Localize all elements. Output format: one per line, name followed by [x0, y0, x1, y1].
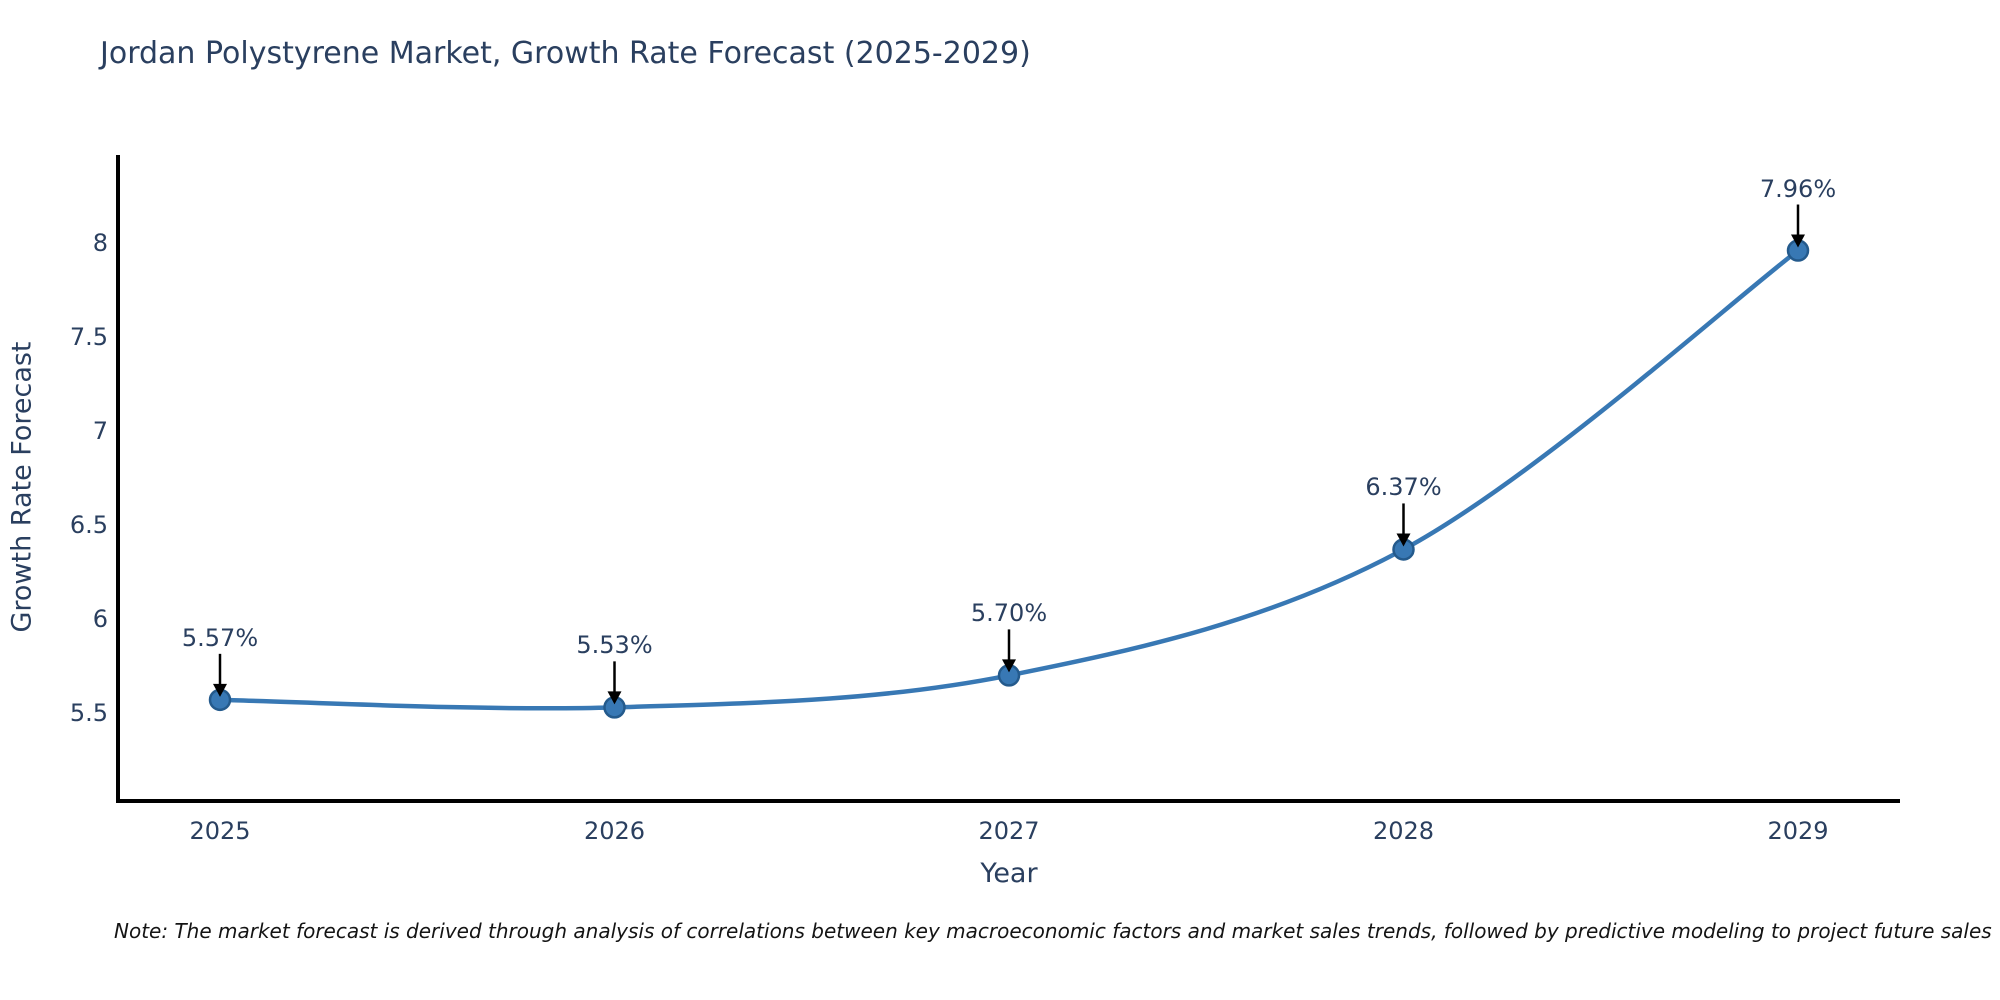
y-tick-label: 6 [92, 605, 108, 633]
x-axis-title: Year [980, 858, 1038, 889]
x-tick-label: 2029 [1767, 817, 1829, 845]
point-annotation-label: 5.57% [181, 623, 259, 652]
y-tick-label: 8 [92, 229, 108, 257]
annotation-arrowhead [1791, 234, 1805, 248]
footnote: Note: The market forecast is derived thr… [114, 919, 1992, 943]
point-annotation-label: 5.53% [576, 631, 653, 660]
y-tick-label: 7.5 [69, 323, 108, 351]
y-tick-label: 7 [92, 417, 108, 445]
annotation-arrowhead [1396, 533, 1411, 547]
annotation-arrowhead [213, 683, 227, 697]
point-annotation-label: 7.96% [1759, 174, 1837, 203]
y-tick-label: 6.5 [69, 511, 108, 539]
point-annotation-label: 5.70% [970, 599, 1048, 628]
chart-title: Jordan Polystyrene Market, Growth Rate F… [100, 36, 1031, 71]
trend-line [217, 248, 1801, 711]
annotation-arrowhead [607, 691, 622, 705]
x-tick-label: 2026 [583, 817, 646, 845]
y-tick-label: 5.5 [69, 699, 108, 727]
x-tick-label: 2028 [1372, 817, 1435, 845]
x-tick-label: 2025 [189, 817, 251, 845]
point-annotation-label: 6.37% [1365, 473, 1442, 502]
annotation-arrowhead [1002, 659, 1016, 673]
x-tick-label: 2027 [978, 817, 1040, 845]
